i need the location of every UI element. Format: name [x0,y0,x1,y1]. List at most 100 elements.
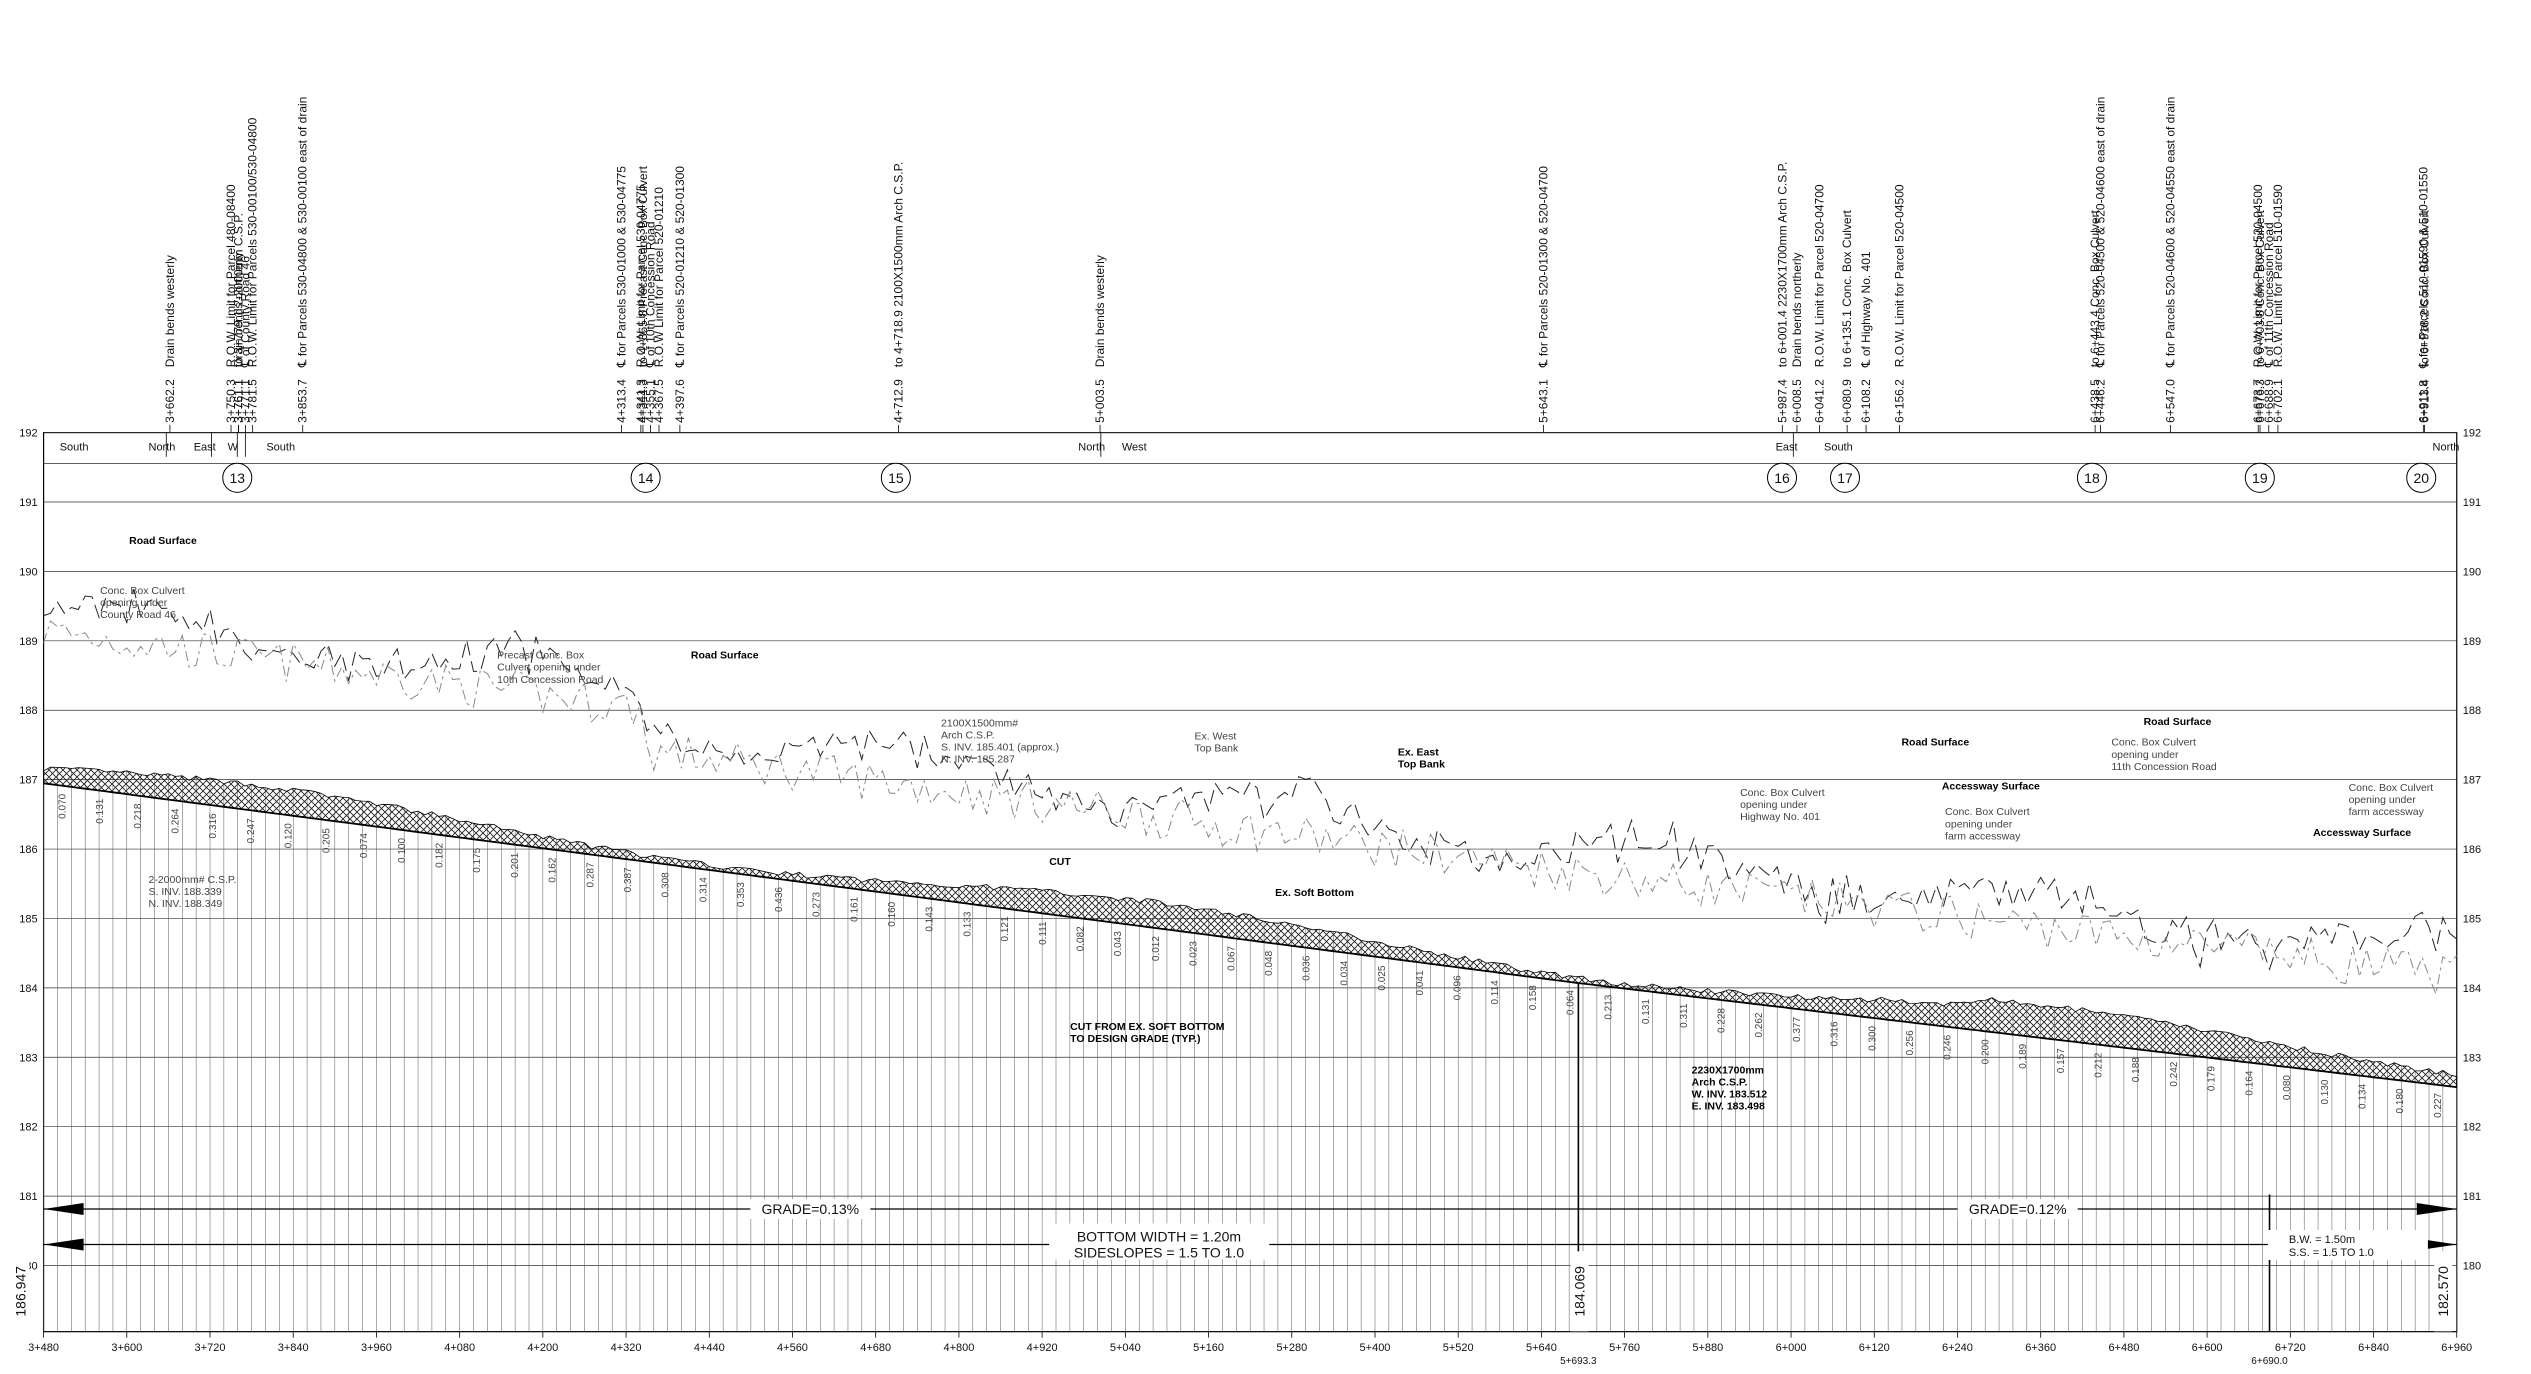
annotation: 4+712.9 to 4+718.9 2100X1500mm Arch C.S.P… [892,162,906,423]
station-label: 4+440 [694,1342,725,1354]
callout: farm accessway [1945,830,2021,842]
section-marker [2244,462,2275,493]
callout: Road Surface [1901,737,1969,749]
elevation-label: 188 [2463,705,2481,717]
break-station: 5+693.3 [1560,1356,1597,1367]
station-label: 3+720 [195,1342,226,1354]
station-label: 4+320 [611,1342,642,1354]
label-bg [1049,1223,1270,1260]
station-label: 5+400 [1360,1342,1391,1354]
bw-note: B.W. = 1.50m [2289,1234,2355,1246]
station-label: 4+680 [860,1342,891,1354]
annotation: 4+313.4 ℄ for Parcels 530-01000 & 530-047… [614,166,628,423]
annotation: 4+355.1 ℄ of 10th Concession Road [643,221,657,423]
direction-label: West [1122,441,1147,453]
annotation: 6+702.1 R.O.W. Limit for Parcel 510-01590 [2271,184,2285,423]
section-marker [1829,462,1861,493]
cut-depth: 0.247 [246,818,257,843]
cut-depth: 0.130 [2320,1079,2331,1104]
callout: 2-2000mm# C.S.P. [149,874,237,886]
annotation-station: 6+702.1 [2271,379,2285,423]
annotation-station: 6+108.2 [1859,379,1873,423]
end-elevation: 182.570 [2435,1266,2451,1317]
end-elevation: 186.947 [12,1266,28,1317]
annotation-station: 3+662.2 [163,379,177,423]
annotation-text: to 4+365.8 Precast Conc. Box Culvert [636,165,650,367]
cut-depth: 0.180 [2395,1088,2406,1113]
callout: Road Surface [129,535,197,547]
annotation: 6+913.4 to 6+918.2 Conc. Box Culvert [2417,209,2431,422]
annotation-text: Drain bends northerly [232,252,246,367]
station-label: 6+000 [1776,1342,1807,1354]
annotation: 6+438.5 to 6+443.4 Conc. Box Culvert [2088,209,2102,422]
callout: Conc. Box Culvert [2349,782,2434,794]
annotation-text: ℄ of 11th Concession Road [2262,222,2276,368]
station-label: 6+720 [2275,1342,2306,1354]
section-marker [1767,462,1798,493]
callout: 2230X1700mm [1692,1064,1764,1076]
station-label: 5+640 [1526,1342,1557,1354]
cut-depth: 0.161 [849,896,860,921]
direction-label: South [266,441,295,453]
annotation: 3+750.3 R.O.W. Limit for Parcel 480-08400 [224,184,238,423]
section-marker [880,462,911,493]
station-label: 6+480 [2108,1342,2139,1354]
annotation: 5+003.5 Drain bends westerly [1093,255,1107,423]
callout: CUT FROM EX. SOFT BOTTOM [1070,1021,1225,1033]
station-label: 3+960 [361,1342,392,1354]
annotation: 6+108.2 ℄ of Highway No. 401 [1859,251,1873,423]
direction-label: South [60,441,89,453]
annotation-station: 3+771.1 [238,379,252,423]
annotation-station: 6+041.2 [1813,379,1827,423]
callout: Ex. West [1194,730,1236,742]
cut-depth: 0.353 [736,882,747,907]
cut-depth: 0.246 [1943,1034,1954,1059]
annotation-station: 6+547.0 [2163,379,2177,423]
elevation-label: 190 [19,566,37,578]
cut-depth: 0.034 [1339,960,1350,985]
annotation: 4+367.5 R.O.W Limit for Parcel 520-01210 [652,187,666,423]
direction-label: W [228,441,239,453]
elevation-label: 180 [2463,1261,2481,1273]
grade-arrow [2416,1203,2457,1216]
annotation-text: to 6+918.2 Conc. Box Culvert [2417,209,2431,367]
annotation-text: ℄ for Parcels 520-04500 & 520-04600 east… [2093,97,2107,369]
elevation-label: 182 [2463,1122,2481,1134]
callout: Precast Conc. Box [497,650,585,662]
direction-label: South [1824,441,1853,453]
cut-depth: 0.074 [359,833,370,858]
cut-depth: 0.227 [2433,1092,2444,1117]
annotation-text: Drain bends westerly [163,255,177,367]
callout: W. INV. 183.512 [1692,1089,1768,1101]
elevation-label: 191 [19,497,37,509]
cut-depth: 0.134 [2357,1084,2368,1109]
label-bg [1957,1199,2078,1220]
cut-depth: 0.121 [1000,916,1011,941]
cut-depth: 0.158 [1528,985,1539,1010]
cut-depth: 0.308 [661,872,672,897]
elevation-label: 192 [19,428,37,440]
section-marker [630,462,661,493]
callout: S. INV. 185.401 (approx.) [941,742,1059,754]
cut-depth: 0.036 [1302,955,1313,980]
callout: Top Bank [1194,742,1239,754]
label-bg [2434,1251,2453,1332]
cut-depth: 0.131 [1641,999,1652,1024]
callout: Conc. Box Culvert [2111,737,2196,749]
station-label: 3+600 [111,1342,142,1354]
bw-note: S.S. = 1.5 TO 1.0 [2289,1247,2374,1259]
cut-depth: 0.100 [397,838,408,863]
cut-depth: 0.143 [925,906,936,931]
annotation-station: 6+008.5 [1790,379,1804,423]
cut-depth: 0.111 [1038,921,1049,945]
callout: Arch C.S.P. [1692,1077,1748,1089]
elevation-label: 182 [19,1122,37,1134]
cut-depth: 0.120 [284,823,295,848]
station-label: 5+040 [1110,1342,1141,1354]
callout: Top Bank [1398,759,1445,771]
cut-depth: 0.377 [1792,1017,1803,1042]
annotation: 6+547.0 ℄ for Parcels 520-04600 & 520-045… [2163,97,2177,423]
annotation-station: 6+676.3 [2253,379,2267,423]
station-label: 4+920 [1027,1342,1058,1354]
